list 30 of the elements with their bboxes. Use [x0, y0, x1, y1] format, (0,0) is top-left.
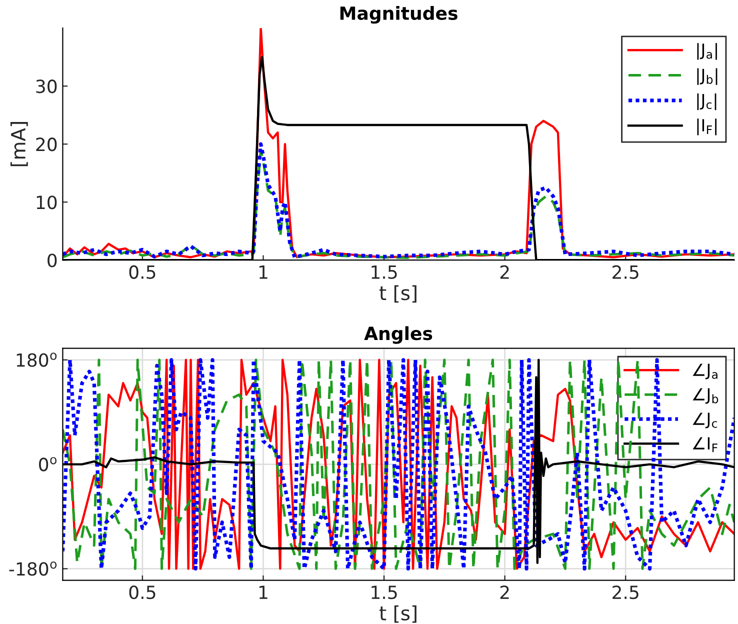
chart-title: Magnitudes: [340, 6, 458, 24]
x-axis-title: t [s]: [379, 605, 416, 623]
y-tick-label: 0$^{o}$: [39, 457, 57, 472]
y-tick-label: 180$^{o}$: [16, 352, 57, 367]
legend-label: |J$_{c}$|: [697, 93, 716, 110]
chart-title: Angles: [364, 326, 432, 344]
y-tick-label: 0: [48, 254, 57, 268]
legend-label: ∠I$_{F}$: [692, 437, 718, 452]
legend-label: ∠J$_{c}$: [692, 412, 718, 428]
y-tick-label: 10: [36, 196, 57, 210]
y-tick-label: 20: [36, 138, 57, 152]
x-tick-label: 2: [500, 586, 509, 599]
x-axis-title: t [s]: [379, 285, 416, 303]
legend-label: |J$_{b}$|: [697, 68, 718, 85]
x-tick-label: 1.5: [372, 586, 397, 600]
x-tick-label: 2.5: [612, 265, 638, 279]
legend-label: ∠J$_{b}$: [692, 388, 718, 404]
x-tick-label: 1: [259, 266, 268, 279]
x-tick-label: 2: [500, 265, 509, 279]
x-tick-label: 1.5: [372, 266, 397, 279]
y-axis-title: [mA]: [10, 122, 28, 166]
legend-label: ∠J$_{a}$: [692, 364, 718, 380]
legend-label: |I$_{F}$|: [697, 118, 716, 136]
x-tick-label: 0.5: [129, 265, 156, 279]
x-tick-label: 1: [259, 586, 268, 599]
x-tick-label: 0.5: [129, 586, 156, 600]
y-tick-label: -180$^{o}$: [9, 561, 57, 576]
y-tick-label: 30: [36, 80, 57, 94]
legend-label: |J$_{a}$|: [697, 43, 717, 60]
x-tick-label: 2.5: [612, 586, 638, 600]
